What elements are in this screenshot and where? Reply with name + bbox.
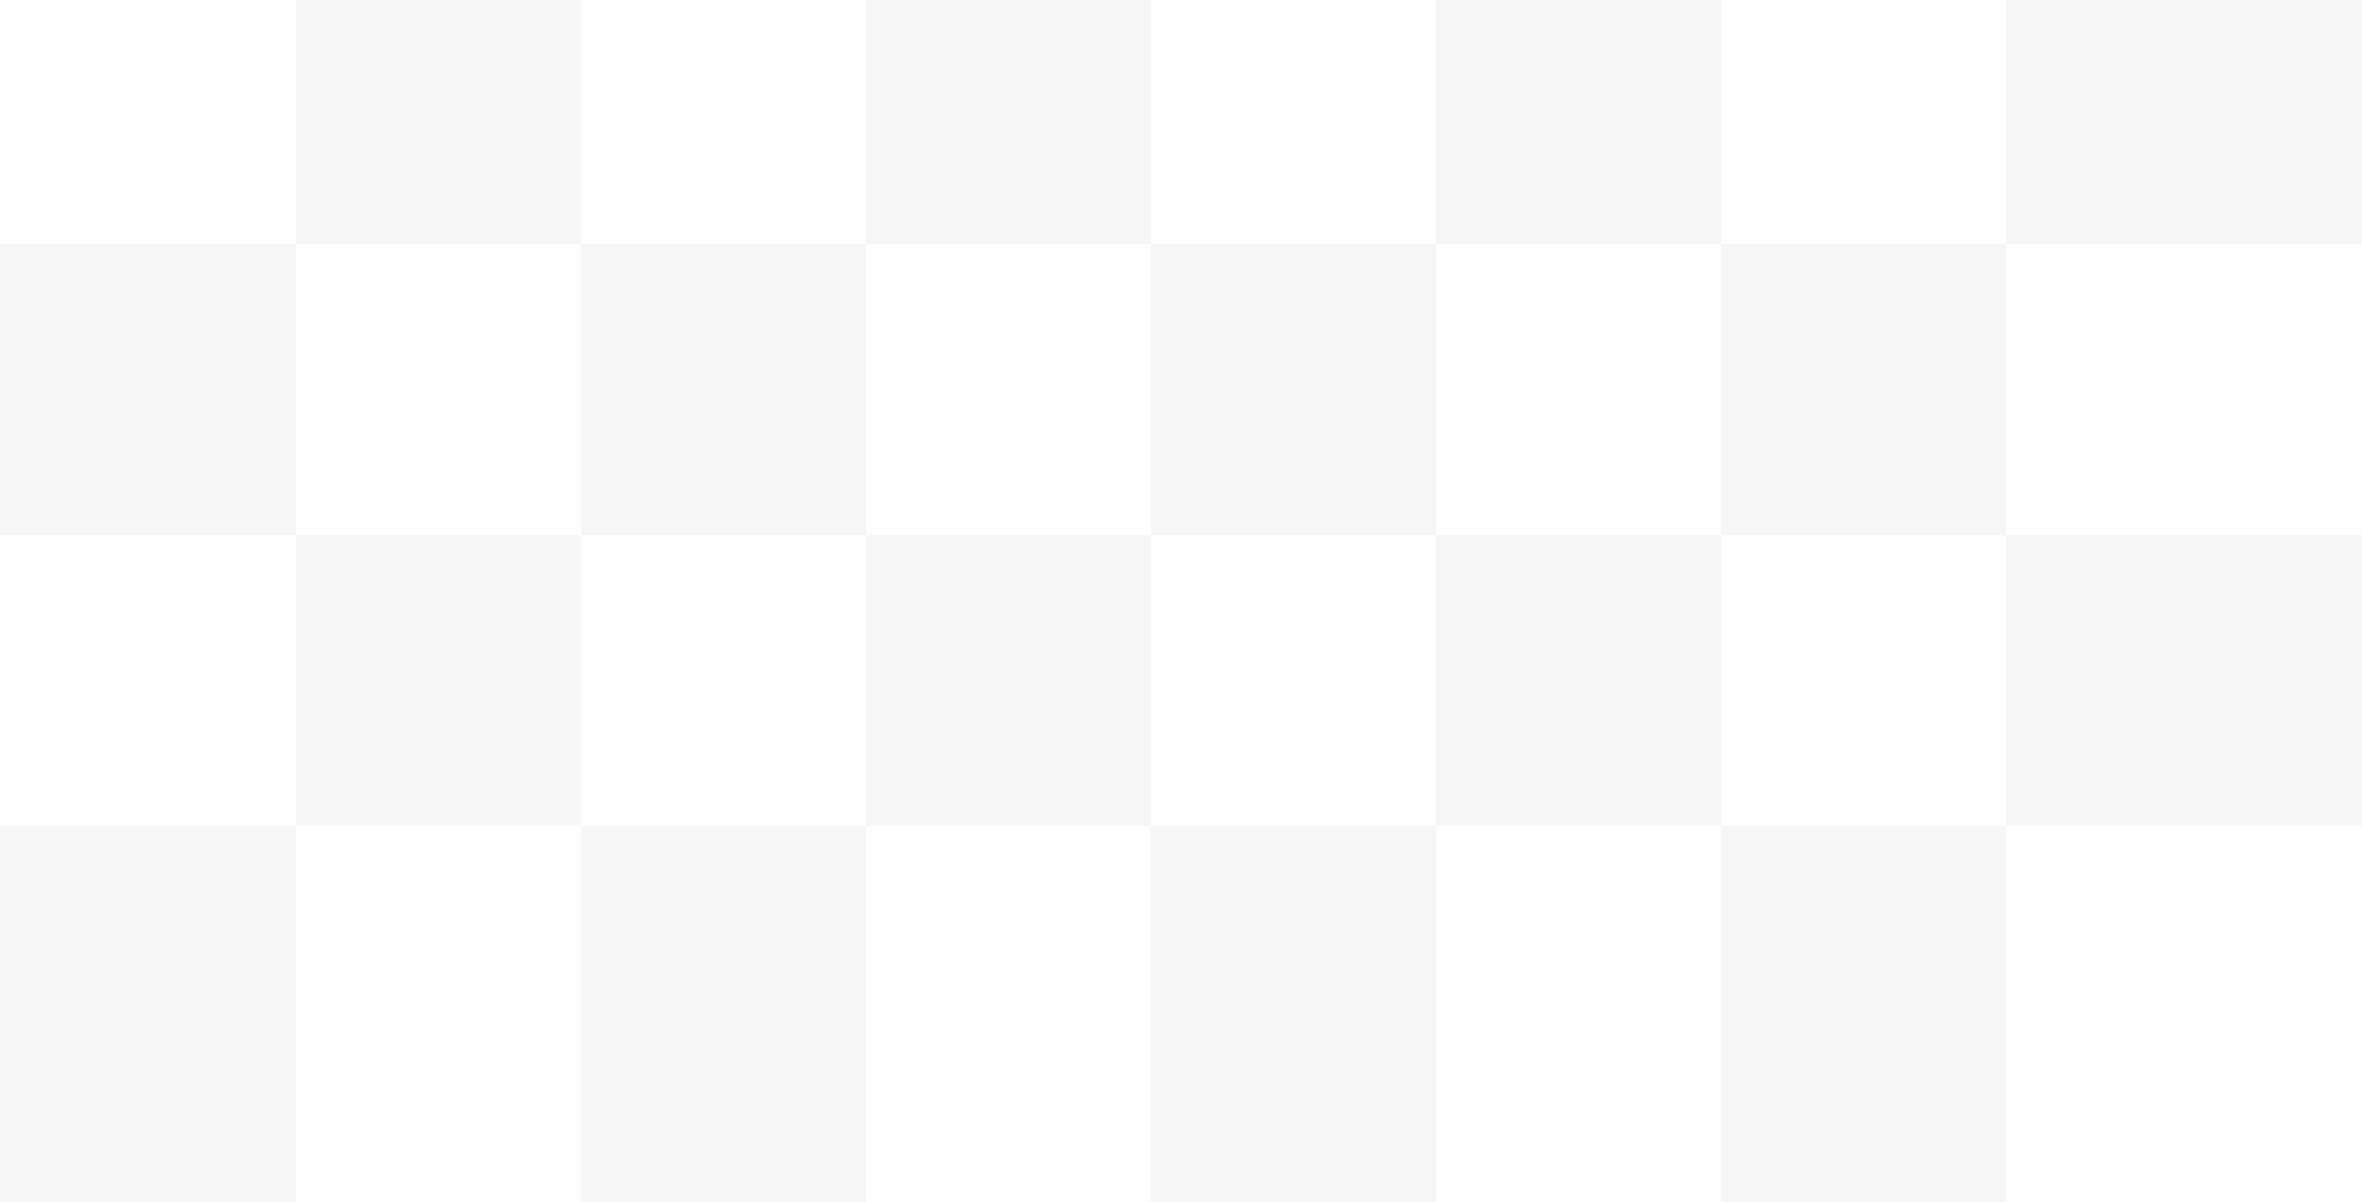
checker-tile-dark xyxy=(581,244,866,535)
checker-tile-light xyxy=(2006,826,2362,1202)
checker-tile-light xyxy=(296,826,581,1202)
checker-tile-light xyxy=(1151,0,1436,244)
checker-tile-dark xyxy=(581,826,866,1202)
checker-tile-light xyxy=(1151,535,1436,826)
checker-tile-light xyxy=(866,244,1151,535)
checker-tile-dark xyxy=(1721,244,2006,535)
checker-tile-dark xyxy=(1151,244,1436,535)
checker-tile-light xyxy=(296,244,581,535)
checker-tile-dark xyxy=(296,0,581,244)
checker-tile-dark xyxy=(1436,535,1721,826)
checker-tile-dark xyxy=(2006,535,2362,826)
checker-tile-light xyxy=(581,535,866,826)
checker-tile-light xyxy=(1436,244,1721,535)
checker-tile-light xyxy=(0,0,296,244)
checker-tile-dark xyxy=(866,535,1151,826)
checker-tile-dark xyxy=(0,244,296,535)
checker-tile-light xyxy=(0,535,296,826)
checker-tile-dark xyxy=(866,0,1151,244)
checker-tile-light xyxy=(2006,244,2362,535)
checker-tile-light xyxy=(1721,535,2006,826)
checker-tile-dark xyxy=(1436,0,1721,244)
checker-tile-light xyxy=(1721,0,2006,244)
checker-tile-dark xyxy=(296,535,581,826)
checker-tile-light xyxy=(1436,826,1721,1202)
checker-tile-light xyxy=(581,0,866,244)
checker-tile-dark xyxy=(2006,0,2362,244)
checker-tile-dark xyxy=(0,826,296,1202)
checker-tile-dark xyxy=(1151,826,1436,1202)
checker-tile-light xyxy=(866,826,1151,1202)
checker-tile-dark xyxy=(1721,826,2006,1202)
